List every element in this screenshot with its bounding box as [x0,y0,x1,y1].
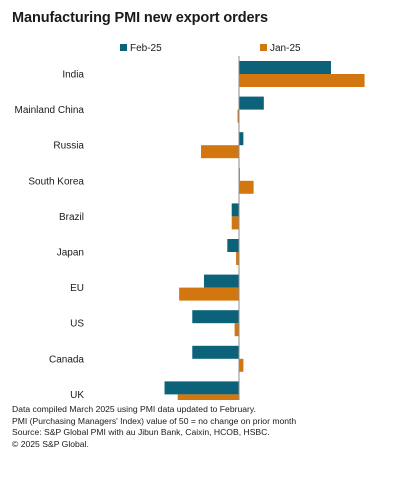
legend-swatch-jan [260,44,267,51]
legend-label-feb: Feb-25 [130,43,162,54]
bar-canada-feb-25 [192,345,239,359]
bar-canada-jan-25 [239,358,244,372]
bar-mainland-china-feb-25 [239,96,264,110]
bar-russia-jan-25 [201,145,239,159]
category-label: US [70,319,84,330]
note-copyright: © 2025 S&P Global. [12,438,89,449]
bar-us-feb-25 [192,310,239,324]
legend: Feb-25 Jan-25 [120,43,301,54]
note-data-compiled: Data compiled March 2025 using PMI data … [12,404,256,414]
bar-japan-feb-25 [227,239,239,252]
bar-us-jan-25 [234,323,239,337]
bar-india-feb-25 [239,61,331,74]
legend-swatch-feb [120,44,127,51]
bar-uk-jan-25 [177,394,239,400]
footnotes: Data compiled March 2025 using PMI data … [12,404,296,450]
bar-russia-feb-25 [239,132,244,146]
bar-south-korea-jan-25 [239,180,254,194]
category-label: Mainland China [15,105,85,116]
category-label: Japan [57,248,84,259]
category-label: Canada [49,354,84,365]
bar-eu-feb-25 [203,274,239,288]
bar-uk-feb-25 [164,381,239,395]
chart-title: Manufacturing PMI new export orders [12,10,268,26]
bar-brazil-jan-25 [231,216,239,230]
legend-label-jan: Jan-25 [270,43,301,54]
bar-chart: Feb-25 Jan-25 India Mainland China Russia S… [15,43,365,401]
bar-india-jan-25 [239,74,365,87]
bar-japan-jan-25 [236,252,239,265]
category-label: India [62,70,84,81]
note-source: Source: S&P Global PMI with au Jibun Ban… [12,427,270,438]
category-label: Russia [53,141,84,152]
bar-eu-jan-25 [179,287,239,301]
category-label: EU [70,283,84,294]
category-label: South Korea [28,176,84,187]
category-label: Brazil [59,212,84,223]
bars-group [164,61,365,400]
category-label: UK [70,390,84,400]
bar-brazil-feb-25 [231,203,239,217]
category-labels: India Mainland China Russia South Korea Braz… [15,70,85,401]
note-pmi-definition: PMI (Purchasing Managers' Index) value o… [12,415,297,426]
bar-mainland-china-jan-25 [237,109,239,123]
